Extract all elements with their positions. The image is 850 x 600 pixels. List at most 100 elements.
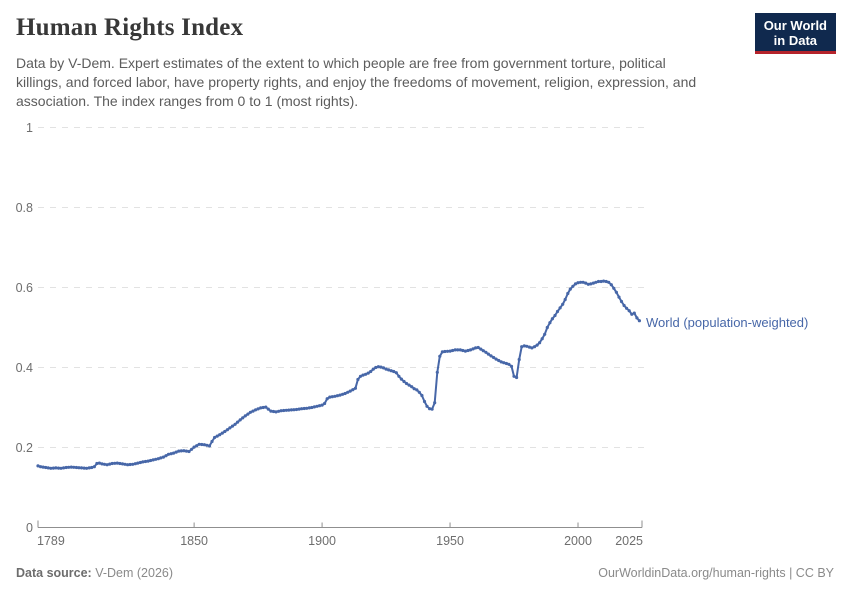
chart-subtitle-line: killings, and forced labor, have propert…: [16, 74, 697, 90]
data-point: [358, 374, 363, 378]
data-point: [310, 405, 314, 410]
data-point: [581, 280, 585, 284]
data-point: [484, 350, 488, 354]
data-point: [609, 283, 613, 287]
data-point: [36, 464, 40, 468]
data-point: [233, 422, 237, 426]
data-point: [420, 393, 424, 398]
data-point: [302, 406, 306, 411]
data-point: [520, 345, 524, 349]
x-axis-tick-label: 1950: [436, 534, 464, 548]
data-point: [507, 362, 511, 366]
data-point: [558, 306, 562, 310]
data-point: [435, 370, 439, 374]
data-point: [154, 457, 158, 461]
data-point: [594, 280, 598, 284]
data-line-world: [37, 280, 641, 470]
data-point: [515, 375, 519, 380]
data-point: [269, 409, 273, 413]
data-point: [561, 302, 565, 306]
data-point: [110, 461, 114, 466]
data-point: [184, 449, 188, 453]
data-point: [300, 407, 304, 411]
data-point: [210, 439, 214, 444]
data-point: [305, 406, 309, 410]
data-point: [602, 279, 606, 283]
data-point: [108, 462, 112, 466]
data-point: [381, 366, 386, 370]
data-point: [143, 459, 148, 464]
data-point: [115, 461, 119, 465]
data-point: [548, 321, 552, 325]
data-point: [292, 408, 296, 412]
data-point: [637, 319, 642, 323]
data-point: [335, 394, 339, 398]
data-point: [453, 348, 457, 352]
data-point: [279, 409, 283, 413]
data-point: [476, 345, 480, 350]
data-point: [614, 290, 619, 294]
data-point: [497, 358, 501, 363]
data-point: [512, 374, 516, 378]
data-point: [202, 443, 206, 447]
data-point: [599, 279, 603, 284]
data-point: [256, 407, 260, 411]
y-axis-tick-label: 0.2: [16, 441, 33, 455]
data-point: [246, 412, 250, 416]
data-point: [241, 416, 245, 420]
owid-logo[interactable]: Our World in Data: [754, 13, 836, 54]
data-point: [479, 347, 483, 351]
data-point: [422, 399, 427, 404]
data-point: [118, 461, 122, 466]
data-point: [343, 391, 347, 396]
data-point: [228, 426, 232, 430]
data-point: [468, 348, 473, 352]
data-point: [133, 462, 137, 466]
series-label-world: World (population-weighted): [646, 315, 809, 330]
data-point: [338, 393, 342, 397]
data-point: [261, 405, 265, 410]
data-point: [545, 325, 549, 330]
data-point: [297, 407, 301, 411]
x-axis-tick-label: 2000: [564, 534, 592, 548]
data-point: [328, 395, 332, 399]
data-point: [376, 365, 380, 369]
data-point: [461, 348, 465, 353]
data-point: [463, 349, 467, 353]
data-point: [282, 408, 286, 413]
owid-logo-line2: in Data: [773, 33, 818, 48]
data-point: [169, 452, 173, 456]
data-point: [591, 281, 596, 285]
data-point: [471, 347, 475, 351]
data-point: [584, 281, 588, 285]
data-point: [627, 309, 631, 313]
data-point: [251, 409, 255, 413]
data-point: [220, 431, 224, 435]
chart-subtitle-line: association. The index ranges from 0 to …: [16, 93, 359, 109]
data-point: [550, 317, 555, 321]
data-point: [351, 388, 355, 392]
data-point-markers: [36, 279, 642, 470]
data-point: [87, 466, 91, 470]
data-point: [425, 404, 429, 408]
data-point: [44, 465, 48, 470]
chart-subtitle-line: Data by V-Dem. Expert estimates of the e…: [16, 55, 666, 71]
data-point: [481, 349, 485, 353]
data-point: [525, 344, 529, 348]
data-point: [120, 462, 125, 466]
data-point: [579, 280, 583, 284]
data-point: [448, 349, 452, 353]
data-point: [553, 313, 557, 318]
data-point: [474, 346, 478, 350]
data-point: [49, 466, 53, 470]
data-point: [230, 424, 235, 428]
data-point: [215, 434, 219, 438]
data-point: [218, 433, 222, 437]
data-point: [543, 332, 547, 336]
y-axis-tick-label: 0.4: [16, 361, 33, 375]
data-point: [62, 466, 66, 470]
data-point: [123, 462, 127, 466]
data-point: [563, 297, 567, 302]
x-axis-tick-label: 1900: [308, 534, 336, 548]
